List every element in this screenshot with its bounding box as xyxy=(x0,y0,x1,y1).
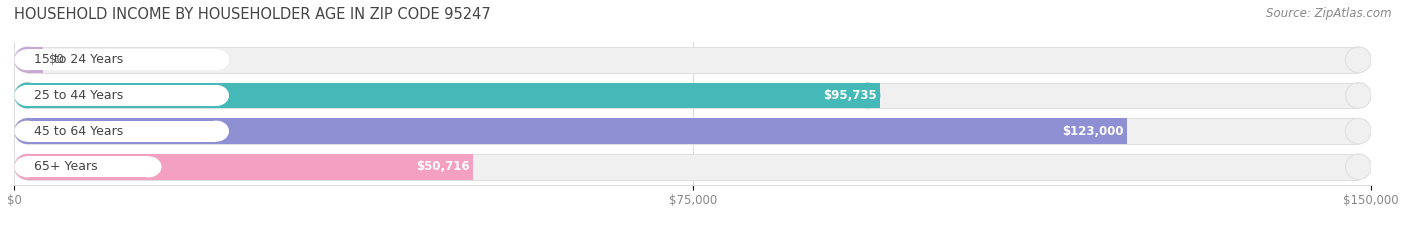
Text: HOUSEHOLD INCOME BY HOUSEHOLDER AGE IN ZIP CODE 95247: HOUSEHOLD INCOME BY HOUSEHOLDER AGE IN Z… xyxy=(14,7,491,22)
Ellipse shape xyxy=(14,82,41,108)
Text: Source: ZipAtlas.com: Source: ZipAtlas.com xyxy=(1267,7,1392,20)
Text: $123,000: $123,000 xyxy=(1062,125,1123,138)
Ellipse shape xyxy=(14,121,41,142)
Ellipse shape xyxy=(204,85,229,106)
Bar xyxy=(27,82,880,108)
Text: 65+ Years: 65+ Years xyxy=(34,160,97,173)
Text: 25 to 44 Years: 25 to 44 Years xyxy=(34,89,122,102)
Ellipse shape xyxy=(1346,154,1371,180)
Bar xyxy=(27,118,1128,144)
Bar xyxy=(27,156,149,177)
Text: 15 to 24 Years: 15 to 24 Years xyxy=(34,53,122,66)
Bar xyxy=(27,154,1358,180)
Ellipse shape xyxy=(14,154,41,180)
Ellipse shape xyxy=(14,154,41,180)
Bar xyxy=(27,85,217,106)
Bar xyxy=(27,118,1358,144)
Bar xyxy=(27,154,474,180)
Ellipse shape xyxy=(17,47,42,73)
Ellipse shape xyxy=(1346,47,1371,73)
Bar xyxy=(27,47,42,73)
Text: $50,716: $50,716 xyxy=(416,160,470,173)
Ellipse shape xyxy=(14,47,41,73)
Bar xyxy=(27,47,1358,73)
Text: 45 to 64 Years: 45 to 64 Years xyxy=(34,125,122,138)
Ellipse shape xyxy=(14,156,41,177)
Ellipse shape xyxy=(14,118,41,144)
Ellipse shape xyxy=(1101,118,1128,144)
Ellipse shape xyxy=(14,85,41,106)
Bar xyxy=(27,121,217,142)
Ellipse shape xyxy=(204,49,229,70)
Ellipse shape xyxy=(14,118,41,144)
Ellipse shape xyxy=(1346,118,1371,144)
Text: $0: $0 xyxy=(49,53,63,66)
Ellipse shape xyxy=(1346,82,1371,108)
Ellipse shape xyxy=(14,47,41,73)
Text: $95,735: $95,735 xyxy=(823,89,876,102)
Ellipse shape xyxy=(855,82,880,108)
Bar xyxy=(27,82,1358,108)
Bar xyxy=(27,49,217,70)
Ellipse shape xyxy=(14,82,41,108)
Ellipse shape xyxy=(447,154,474,180)
Ellipse shape xyxy=(136,156,162,177)
Ellipse shape xyxy=(14,49,41,70)
Ellipse shape xyxy=(204,121,229,142)
